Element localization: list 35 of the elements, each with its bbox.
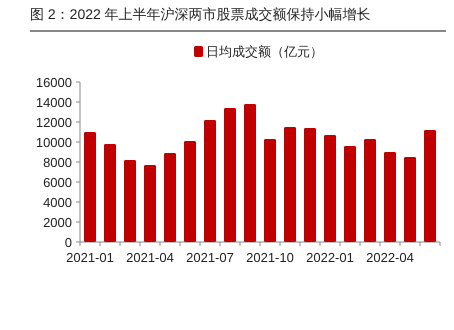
bar — [104, 144, 116, 242]
y-tick-label: 4000 — [43, 195, 72, 210]
bar — [164, 153, 176, 242]
y-tick-label: 0 — [64, 235, 72, 250]
y-tick-label: 12000 — [36, 115, 72, 130]
x-tick-label: 2022-01 — [306, 250, 354, 265]
bar — [364, 139, 376, 242]
x-tick-label: 2021-01 — [66, 250, 114, 265]
bar — [264, 139, 276, 242]
y-tick-label: 10000 — [36, 135, 72, 150]
y-tick-label: 14000 — [36, 95, 72, 110]
x-tick-label: 2021-04 — [126, 250, 174, 265]
bar — [344, 146, 356, 242]
y-tick-label: 2000 — [43, 215, 72, 230]
bar — [204, 120, 216, 242]
bar — [284, 127, 296, 242]
x-tick-label: 2022-04 — [366, 250, 414, 265]
y-tick-label: 8000 — [43, 155, 72, 170]
bar — [244, 104, 256, 242]
y-tick-label: 16000 — [36, 75, 72, 90]
bar — [144, 165, 156, 242]
bar — [424, 130, 436, 242]
x-tick-label: 2021-10 — [246, 250, 294, 265]
y-tick-label: 6000 — [43, 175, 72, 190]
bar — [224, 108, 236, 242]
bar — [404, 157, 416, 242]
bar — [84, 132, 96, 242]
legend-item: 日均成交额（亿元） — [194, 44, 323, 59]
bar — [184, 141, 196, 242]
chart-title: 图 2：2022 年上半年沪深两市股票成交额保持小幅增长 — [30, 6, 371, 22]
bar — [124, 160, 136, 242]
bar — [384, 152, 396, 242]
bar — [324, 135, 336, 242]
x-tick-label: 2021-07 — [186, 250, 234, 265]
bar — [304, 128, 316, 242]
